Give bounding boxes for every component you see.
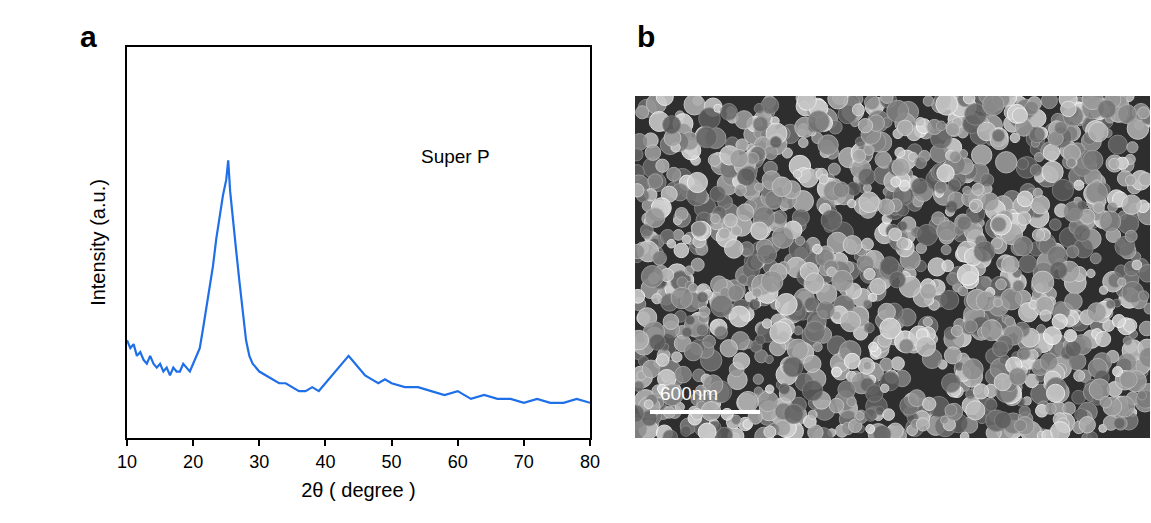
html-text:a: a — [80, 20, 97, 53]
svg-text:Super P: Super P — [421, 146, 490, 167]
svg-text:40: 40 — [315, 452, 335, 472]
svg-text:80: 80 — [580, 452, 600, 472]
svg-text:60: 60 — [448, 452, 468, 472]
svg-text:20: 20 — [183, 452, 203, 472]
svg-text:30: 30 — [249, 452, 269, 472]
svg-text:Intensity (a.u.): Intensity (a.u.) — [87, 179, 109, 306]
svg-text:10: 10 — [117, 452, 137, 472]
svg-text:2θ ( degree ): 2θ ( degree ) — [301, 479, 416, 501]
svg-text:600nm: 600nm — [660, 383, 718, 404]
html-text:b: b — [637, 20, 656, 53]
svg-text:50: 50 — [382, 452, 402, 472]
svg-text:70: 70 — [514, 452, 534, 472]
